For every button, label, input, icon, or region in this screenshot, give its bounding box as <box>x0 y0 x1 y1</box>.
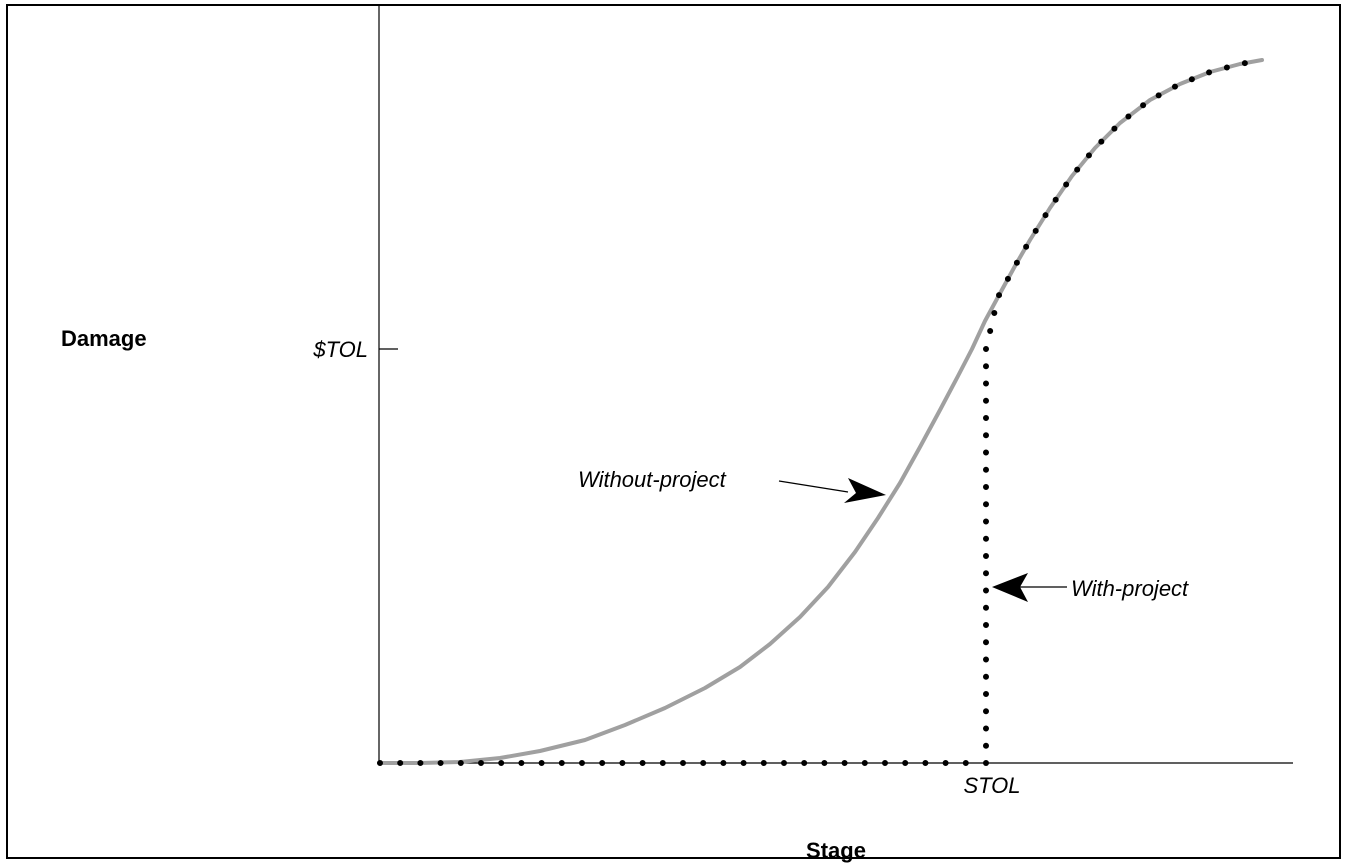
without-project-label: Without-project <box>578 467 727 492</box>
x-tick-label: STOL <box>963 773 1020 798</box>
with-project-upper-curve <box>983 57 1265 352</box>
without-project-curve <box>377 58 1264 765</box>
x-axis-label: Stage <box>806 838 866 863</box>
y-axis-label: Damage <box>61 326 147 351</box>
with-project-arrow <box>992 573 1067 602</box>
with-project-label: With-project <box>1071 576 1189 601</box>
y-tick-label: $TOL <box>312 337 368 362</box>
figure-frame <box>6 4 1341 859</box>
without-project-arrow <box>778 478 886 503</box>
